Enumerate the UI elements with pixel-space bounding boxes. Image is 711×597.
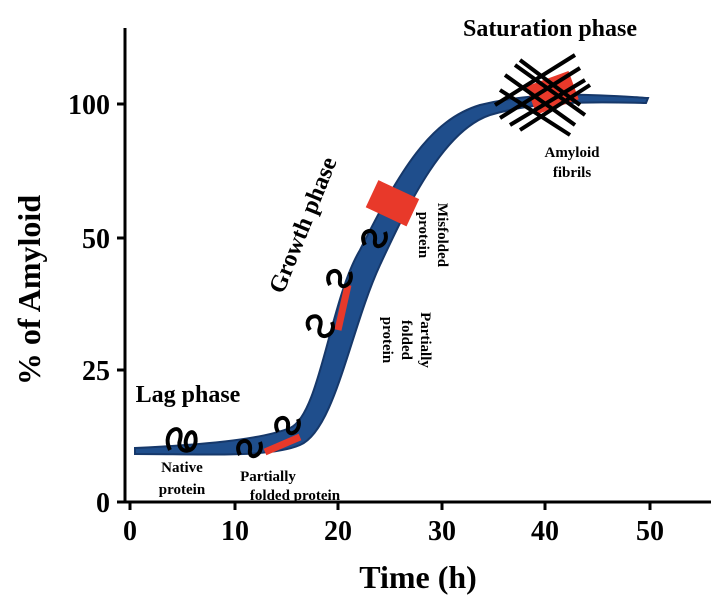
y-axis-label: % of Amyloid <box>11 195 47 385</box>
x-tick-label: 40 <box>531 516 559 547</box>
annotation: Misfolded <box>434 203 450 268</box>
x-tick-label: 10 <box>221 516 249 547</box>
curve <box>134 53 650 459</box>
x-tick-label: 0 <box>123 516 137 547</box>
annotation: protein <box>415 212 431 259</box>
y-tick-label: 0 <box>96 488 110 519</box>
annotation: fibrils <box>553 165 591 181</box>
phase-label: Growth phase <box>264 153 342 297</box>
x-tick-label: 30 <box>428 516 456 547</box>
phase-label: Lag phase <box>136 382 241 408</box>
x-tick-label: 20 <box>324 516 352 547</box>
red-segment <box>334 284 352 331</box>
red-block <box>365 180 420 227</box>
annotation: Native <box>161 460 203 476</box>
phase-label: Saturation phase <box>463 16 637 42</box>
protein-squiggles <box>165 53 592 459</box>
x-tick-label: 50 <box>636 516 664 547</box>
red-segment <box>263 433 302 456</box>
annotation: Partially <box>417 312 433 368</box>
y-tick-label: 25 <box>82 356 110 387</box>
growth-ribbon <box>134 93 650 456</box>
x-axis-label: Time (h) <box>359 559 477 595</box>
annotation: Amyloid <box>544 145 600 161</box>
y-tick-label: 50 <box>82 224 110 255</box>
annotation: protein <box>379 317 395 364</box>
annotation: protein <box>159 482 206 498</box>
annotation: folded protein <box>250 488 341 504</box>
y-tick-label: 100 <box>68 90 110 121</box>
annotation: Partially <box>240 469 296 485</box>
annotation: folded <box>398 320 414 361</box>
